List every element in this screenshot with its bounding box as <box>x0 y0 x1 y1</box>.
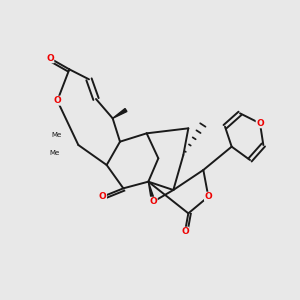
Text: O: O <box>256 119 264 128</box>
Text: Me: Me <box>52 132 62 138</box>
Text: O: O <box>149 197 157 206</box>
Text: O: O <box>181 227 189 236</box>
Text: O: O <box>205 192 212 201</box>
Polygon shape <box>148 182 155 202</box>
Text: O: O <box>46 54 54 63</box>
Text: O: O <box>99 192 106 201</box>
Text: O: O <box>53 96 61 105</box>
Polygon shape <box>113 109 127 118</box>
Text: Me: Me <box>50 150 60 156</box>
